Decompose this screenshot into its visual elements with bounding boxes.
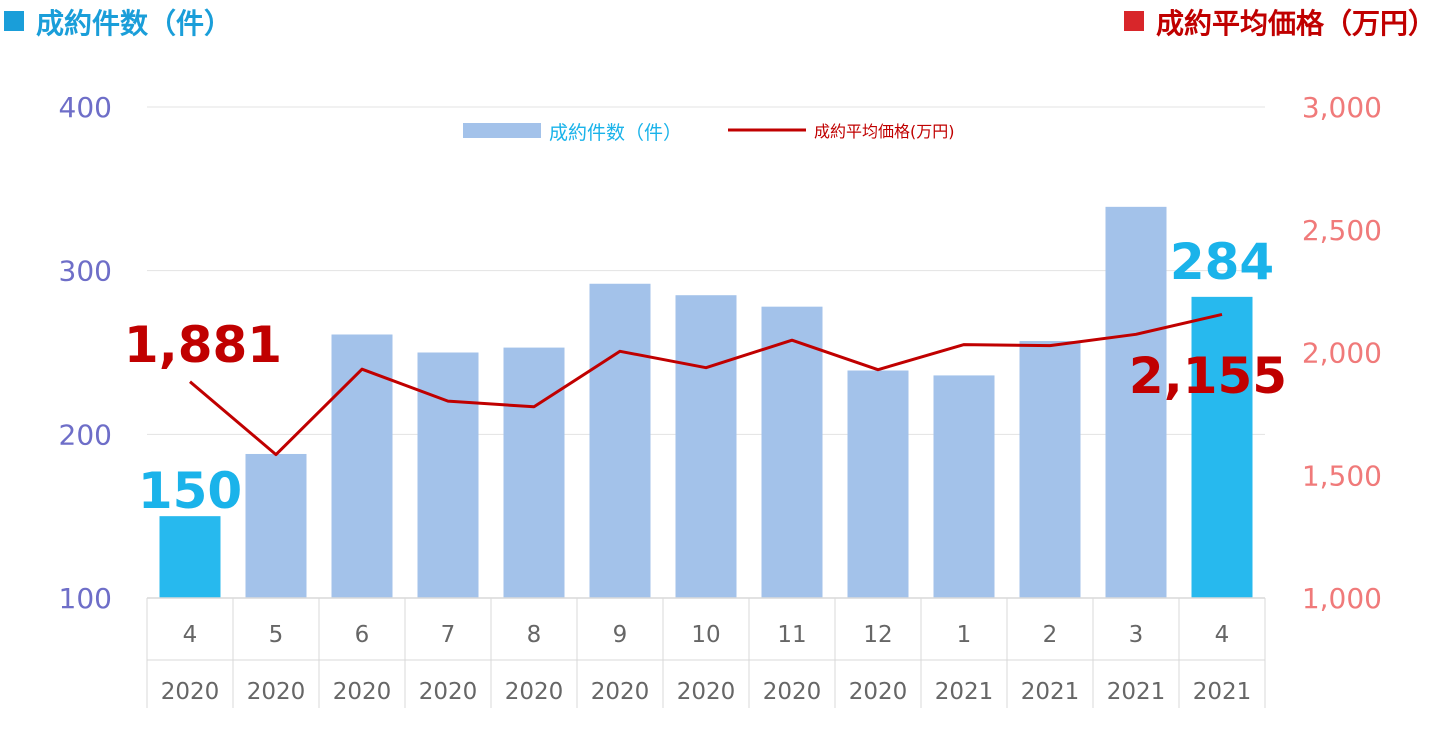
x-tick-year: 2020 xyxy=(591,679,650,705)
x-tick-year: 2020 xyxy=(419,679,478,705)
x-tick-month: 3 xyxy=(1129,622,1144,648)
right-tick-label: 1,500 xyxy=(1302,459,1382,492)
x-tick-month: 8 xyxy=(527,622,542,648)
right-title-text: 成約平均価格（万円） xyxy=(1155,7,1436,40)
left-title-text: 成約件数（件） xyxy=(36,7,233,40)
right-tick-label: 1,000 xyxy=(1302,582,1382,615)
x-tick-month: 7 xyxy=(441,622,456,648)
right-tick-label: 2,500 xyxy=(1302,214,1382,247)
x-tick-month: 6 xyxy=(355,622,370,648)
left-axis-title: 成約件数（件） xyxy=(4,2,232,42)
x-tick-year: 2020 xyxy=(333,679,392,705)
x-tick-year: 2021 xyxy=(1107,679,1166,705)
left-tick-label: 300 xyxy=(59,255,112,288)
bar-6 xyxy=(675,295,737,598)
right-tick-label: 2,000 xyxy=(1302,337,1382,370)
left-tick-label: 200 xyxy=(59,418,112,451)
x-tick-year: 2020 xyxy=(849,679,908,705)
legend: 成約件数（件） 成約平均価格(万円) xyxy=(463,122,955,144)
x-tick-year: 2020 xyxy=(247,679,306,705)
bar-9 xyxy=(933,375,995,598)
bar-1 xyxy=(245,453,307,598)
x-tick-month: 10 xyxy=(691,622,720,648)
x-tick-year: 2021 xyxy=(1021,679,1080,705)
x-tick-month: 12 xyxy=(863,622,892,648)
x-tick-month: 2 xyxy=(1043,622,1058,648)
legend-line-label: 成約平均価格(万円) xyxy=(814,122,955,141)
x-tick-year: 2021 xyxy=(1193,679,1252,705)
count-last-label: 284 xyxy=(1170,233,1274,291)
bar-10 xyxy=(1019,341,1081,598)
right-tick-label: 3,000 xyxy=(1302,91,1382,124)
right-title-square-icon xyxy=(1123,11,1144,31)
data-annotations: 150 284 1,881 2,155 xyxy=(124,233,1287,520)
x-tick-month: 1 xyxy=(957,622,972,648)
x-tick-month: 11 xyxy=(777,622,806,648)
bar-7 xyxy=(761,306,823,598)
left-title-square-icon xyxy=(4,11,24,31)
right-axis-title: 成約平均価格（万円） xyxy=(1123,2,1436,42)
right-axis-ticks: 1,000 1,500 2,000 2,500 3,000 xyxy=(1302,91,1382,615)
bar-12 xyxy=(1191,296,1253,598)
count-first-label: 150 xyxy=(138,462,242,520)
left-axis-ticks: 100 200 300 400 xyxy=(59,91,112,615)
x-tick-month: 4 xyxy=(1215,622,1230,648)
bar-5 xyxy=(589,283,651,598)
x-tick-year: 2020 xyxy=(677,679,736,705)
x-tick-year: 2020 xyxy=(161,679,220,705)
x-tick-year: 2021 xyxy=(935,679,994,705)
bar-8 xyxy=(847,370,909,598)
bar-11 xyxy=(1105,206,1167,598)
x-tick-year: 2020 xyxy=(763,679,822,705)
left-tick-label: 100 xyxy=(59,582,112,615)
bar-series xyxy=(159,206,1253,598)
line-series xyxy=(189,312,1223,457)
x-tick-year: 2020 xyxy=(505,679,564,705)
x-tick-month: 4 xyxy=(183,622,198,648)
legend-bar-label: 成約件数（件） xyxy=(549,122,682,144)
bar-4 xyxy=(503,347,565,598)
price-line xyxy=(189,312,1223,457)
x-tick-month: 9 xyxy=(613,622,628,648)
legend-bar-swatch xyxy=(463,123,541,138)
bar-0 xyxy=(159,516,221,598)
price-first-label: 1,881 xyxy=(124,316,282,374)
bar-3 xyxy=(417,352,479,598)
x-tick-month: 5 xyxy=(269,622,284,648)
left-tick-label: 400 xyxy=(59,91,112,124)
price-last-label: 2,155 xyxy=(1129,347,1287,405)
bar-2 xyxy=(331,334,393,598)
